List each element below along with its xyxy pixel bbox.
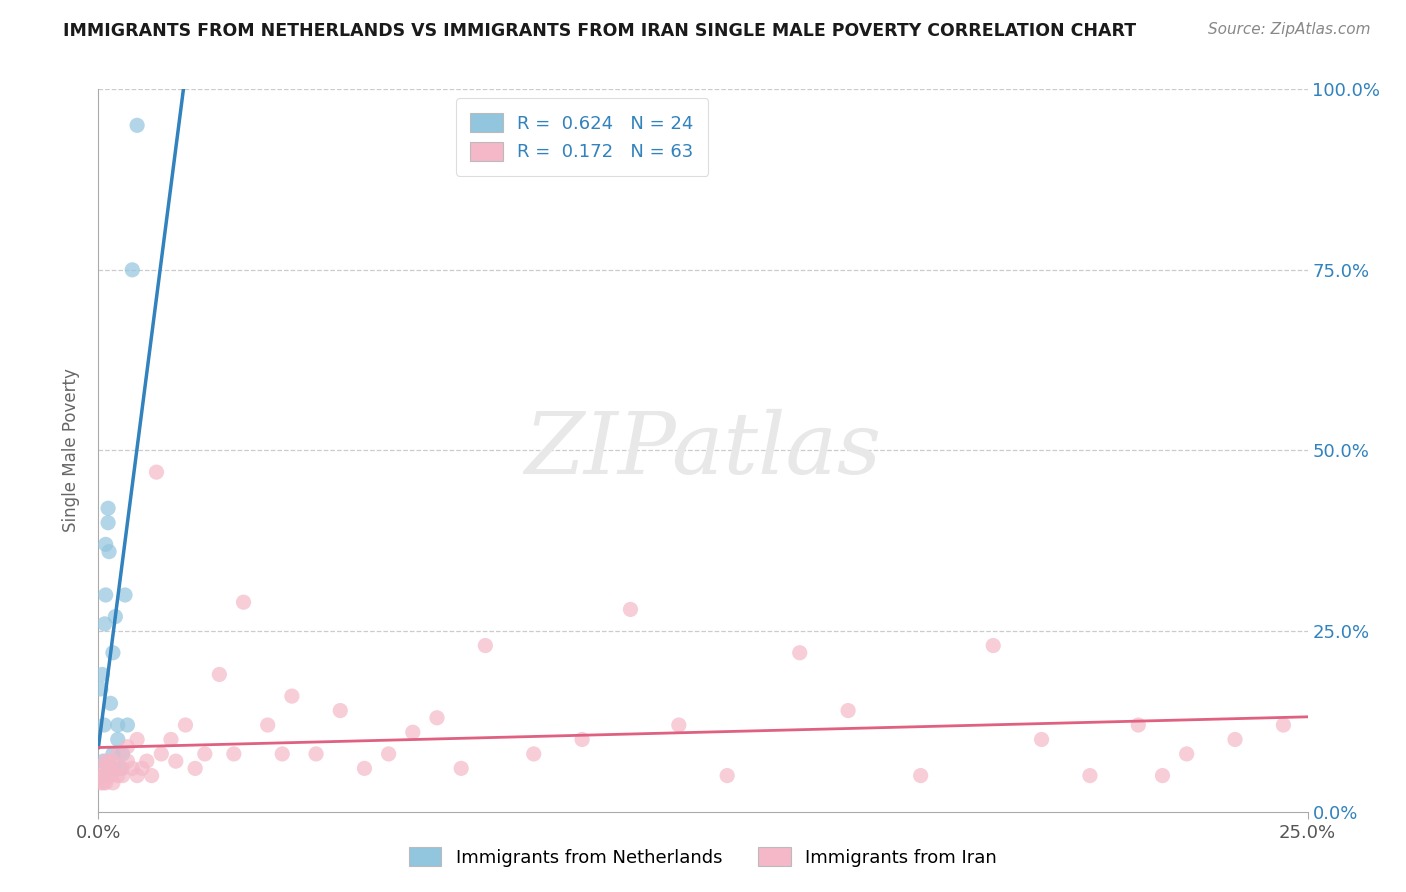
Point [93,616,115,631]
Text: ZIPatlas: ZIPatlas [524,409,882,491]
Point [107,747,129,761]
Point [150,747,173,761]
Point [93,718,115,732]
Point [1128,718,1150,732]
Point [90,776,112,790]
Text: IMMIGRANTS FROM NETHERLANDS VS IMMIGRANTS FROM IRAN SINGLE MALE POVERTY CORRELAT: IMMIGRANTS FROM NETHERLANDS VS IMMIGRANT… [63,22,1136,40]
Point [111,769,134,783]
Point [1223,732,1246,747]
Point [101,747,124,761]
Point [837,704,859,718]
Point [94,754,117,768]
Point [117,718,139,732]
Y-axis label: Single Male Poverty: Single Male Poverty [62,368,80,533]
Point [91,769,114,783]
Point [91,769,114,783]
Point [135,754,157,768]
Point [222,747,245,761]
Point [107,718,129,732]
Point [97,754,120,768]
Point [121,761,143,775]
Point [91,776,114,790]
Point [98,761,121,775]
Point [1031,732,1053,747]
Point [789,646,811,660]
Point [329,704,352,718]
Point [100,769,122,783]
Point [194,747,217,761]
Point [107,769,129,783]
Point [127,732,149,747]
Point [571,732,593,747]
Point [353,761,375,775]
Point [981,639,1004,653]
Point [108,761,131,775]
Point [127,769,149,783]
Point [114,588,136,602]
Point [90,681,112,696]
Point [101,754,124,768]
Point [160,732,183,747]
Point [111,761,134,775]
Point [127,119,149,133]
Legend: Immigrants from Netherlands, Immigrants from Iran: Immigrants from Netherlands, Immigrants … [402,840,1004,874]
Point [174,718,197,732]
Point [101,776,124,790]
Point [101,761,124,775]
Point [117,739,139,754]
Point [101,761,124,775]
Point [98,544,121,558]
Point [402,725,425,739]
Point [165,754,187,768]
Point [94,776,117,790]
Point [93,761,115,775]
Point [232,595,254,609]
Point [208,667,231,681]
Point [97,769,120,783]
Point [523,747,546,761]
Point [256,718,278,732]
Point [305,747,328,761]
Point [101,646,124,660]
Point [93,769,115,783]
Point [1152,769,1174,783]
Text: Source: ZipAtlas.com: Source: ZipAtlas.com [1208,22,1371,37]
Point [184,761,207,775]
Point [377,747,399,761]
Point [94,588,117,602]
Point [1272,718,1295,732]
Legend: R =  0.624   N = 24, R =  0.172   N = 63: R = 0.624 N = 24, R = 0.172 N = 63 [456,98,709,176]
Point [111,747,134,761]
Point [117,754,139,768]
Point [716,769,738,783]
Point [281,689,304,703]
Point [100,696,122,710]
Point [1175,747,1198,761]
Point [141,769,163,783]
Point [97,516,120,530]
Point [94,537,117,551]
Point [104,609,127,624]
Point [131,761,153,775]
Point [91,754,114,768]
Point [271,747,294,761]
Point [97,501,120,516]
Point [145,465,167,479]
Point [1078,769,1101,783]
Point [668,718,690,732]
Point [107,732,129,747]
Point [474,639,496,653]
Point [121,262,143,277]
Point [450,761,472,775]
Point [910,769,932,783]
Point [619,602,641,616]
Point [426,711,449,725]
Point [91,667,114,681]
